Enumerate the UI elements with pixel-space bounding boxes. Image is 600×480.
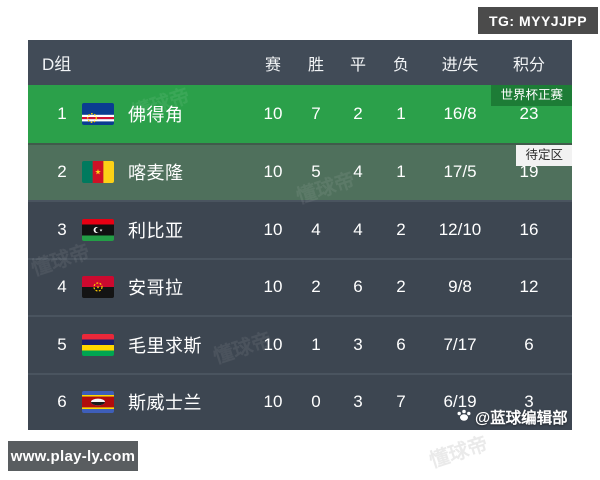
flag-mauritius-icon (82, 333, 114, 356)
flag-cameroon-icon (82, 161, 114, 184)
rank-cell: 1 (57, 103, 67, 123)
played-cell: 10 (263, 277, 283, 297)
site-url-badge: www.play-ly.com (8, 441, 138, 471)
losses-cell: 7 (396, 392, 406, 412)
losses-cell: 1 (396, 162, 406, 182)
playoff-badge: 待定区 (516, 144, 572, 166)
team-name: 安哥拉 (128, 278, 184, 299)
goals-cell: 16/8 (443, 103, 477, 123)
flag-angola-icon (82, 276, 114, 299)
col-loss: 负 (392, 56, 409, 74)
table-row[interactable]: 2 喀麦隆 10 5 4 1 17/5 19 待定区 (28, 142, 572, 200)
played-cell: 10 (263, 334, 283, 354)
draws-cell: 3 (353, 392, 363, 412)
wins-cell: 2 (311, 277, 321, 297)
goals-cell: 17/5 (443, 162, 477, 182)
flag-cape-verde-icon (82, 102, 114, 125)
attribution-text: @蓝球编辑部 (475, 410, 568, 427)
points-cell: 16 (519, 219, 539, 239)
played-cell: 10 (263, 103, 283, 123)
wins-cell: 7 (311, 103, 321, 123)
col-points: 积分 (512, 56, 545, 74)
goals-cell: 9/8 (448, 277, 472, 297)
rank-cell: 3 (57, 219, 67, 239)
qualification-badge: 世界杯正赛 (491, 85, 572, 106)
draws-cell: 4 (353, 162, 363, 182)
draws-cell: 2 (353, 103, 363, 123)
rank-cell: 2 (57, 162, 67, 182)
team-name: 喀麦隆 (128, 163, 184, 184)
table-row[interactable]: 4 安哥拉 10 2 6 2 9/8 12 (28, 257, 572, 315)
goals-cell: 6/19 (443, 392, 477, 412)
losses-cell: 2 (396, 219, 406, 239)
team-name: 佛得角 (128, 104, 184, 125)
telegram-badge: TG: MYYJJPP (478, 7, 598, 34)
draws-cell: 4 (353, 219, 363, 239)
losses-cell: 6 (396, 334, 406, 354)
points-cell: 12 (519, 277, 539, 297)
attribution: @蓝球编辑部 (456, 406, 568, 428)
played-cell: 10 (263, 162, 283, 182)
col-played: 赛 (264, 56, 281, 74)
flag-eswatini-icon (82, 391, 114, 414)
watermark: 懂球帝 (426, 433, 491, 473)
paw-icon (456, 407, 472, 427)
losses-cell: 1 (396, 103, 406, 123)
draws-cell: 3 (353, 334, 363, 354)
col-goals: 进/失 (441, 56, 479, 74)
table-row[interactable]: 6 斯威士兰 10 0 3 7 6/19 3 (28, 372, 572, 430)
wins-cell: 1 (311, 334, 321, 354)
goals-cell: 7/17 (443, 334, 477, 354)
wins-cell: 5 (311, 162, 321, 182)
col-draw: 平 (349, 56, 366, 74)
points-cell: 23 (519, 103, 539, 123)
group-label: D组 (42, 55, 72, 74)
wins-cell: 4 (311, 219, 321, 239)
points-cell: 19 (519, 162, 539, 182)
table-row[interactable]: 5 毛里求斯 10 1 3 6 7/17 6 (28, 315, 572, 373)
losses-cell: 2 (396, 277, 406, 297)
wins-cell: 0 (311, 392, 321, 412)
points-cell: 6 (524, 334, 534, 354)
flag-libya-icon (82, 218, 114, 241)
goals-cell: 12/10 (438, 219, 482, 239)
table-header: D组 赛 胜 平 负 进/失 积分 (28, 40, 572, 85)
table-row[interactable]: 1 佛得角 10 7 2 1 16/8 23 世界杯正赛 (28, 85, 572, 143)
played-cell: 10 (263, 219, 283, 239)
standings-table: D组 赛 胜 平 负 进/失 积分 1 佛得角 10 7 2 (28, 40, 572, 430)
team-name: 毛里求斯 (128, 335, 202, 356)
col-win: 胜 (307, 56, 324, 74)
table-row[interactable]: 3 利比亚 10 4 4 2 12/10 16 (28, 200, 572, 258)
draws-cell: 6 (353, 277, 363, 297)
points-cell: 3 (524, 392, 534, 412)
rank-cell: 6 (57, 392, 67, 412)
team-name: 斯威士兰 (128, 393, 202, 414)
rank-cell: 5 (57, 334, 67, 354)
played-cell: 10 (263, 392, 283, 412)
team-name: 利比亚 (128, 220, 184, 241)
rank-cell: 4 (57, 277, 67, 297)
